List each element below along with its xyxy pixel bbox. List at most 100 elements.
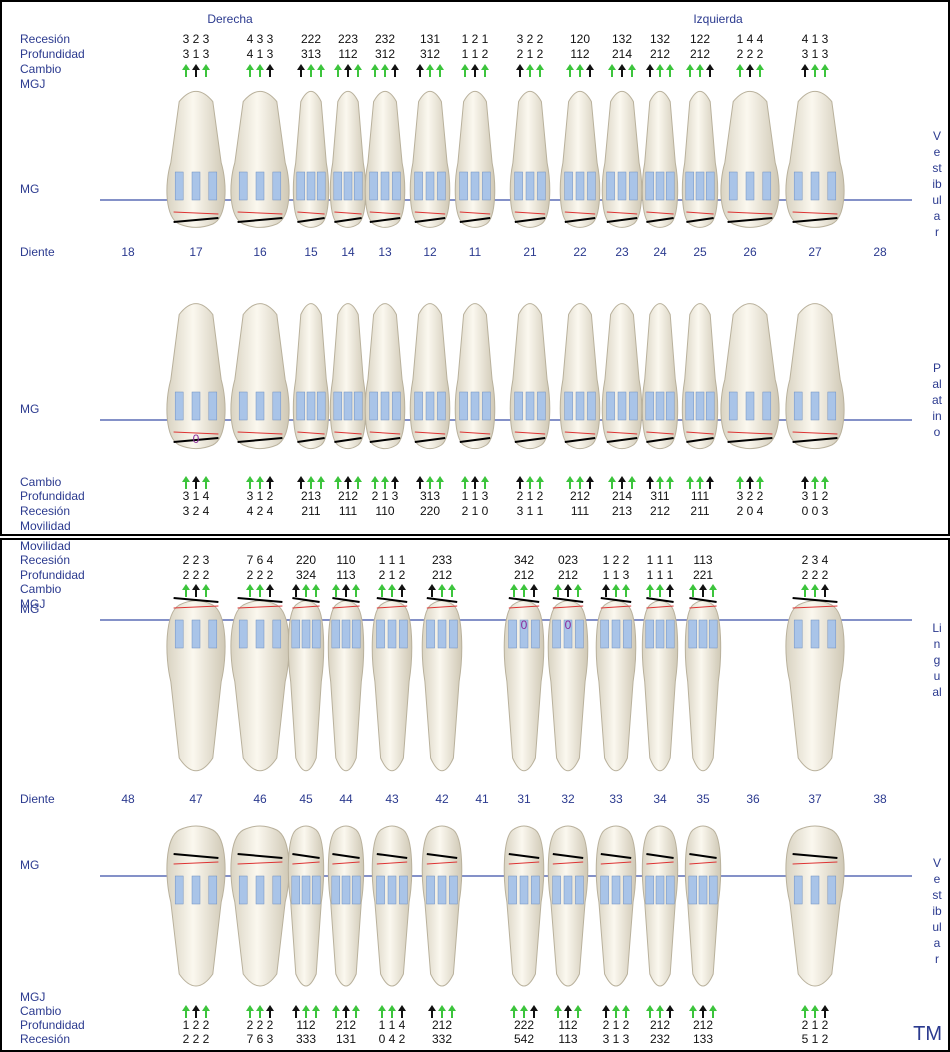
probe-bar xyxy=(449,875,458,905)
gum-level xyxy=(564,431,596,435)
row-label: Profundidad xyxy=(20,1018,85,1032)
change-arrow-head xyxy=(618,476,626,482)
gum-level xyxy=(564,217,596,223)
change-arrow-head xyxy=(192,476,200,482)
change-arrow-head xyxy=(709,584,717,590)
tooth xyxy=(327,825,365,987)
probe-bar xyxy=(482,171,491,201)
change-arrow-head xyxy=(471,476,479,482)
gum-level xyxy=(332,853,360,859)
change-arrow-head xyxy=(297,64,305,70)
gum-level xyxy=(686,211,714,215)
gum-level xyxy=(508,853,540,859)
gum-level xyxy=(689,597,717,603)
probe-bar xyxy=(272,875,282,905)
recession-value: 1 2 1 xyxy=(462,32,489,46)
depth-value: 2 1 2 xyxy=(517,47,544,61)
change-arrow-head xyxy=(378,1005,386,1011)
recession-value: 212 xyxy=(650,504,670,518)
gum-level xyxy=(426,853,458,859)
change-arrow-head xyxy=(266,476,274,482)
probe-bar xyxy=(380,391,390,421)
change-arrow-head xyxy=(297,476,305,482)
recession-value: 3 2 3 xyxy=(183,32,210,46)
change-arrow-head xyxy=(202,584,210,590)
probe-bar xyxy=(255,619,265,649)
probe-bar xyxy=(525,391,535,421)
probe-bar xyxy=(655,391,665,421)
recession-value: 132 xyxy=(612,32,632,46)
probe-bar xyxy=(728,391,738,421)
gum-level xyxy=(237,861,283,865)
tooth xyxy=(601,90,643,228)
depth-value: 212 xyxy=(432,1018,452,1032)
probe-bar xyxy=(665,391,675,421)
probe-bar xyxy=(606,171,615,201)
gum-level xyxy=(297,217,325,223)
probe-bar xyxy=(793,875,803,905)
gum-level xyxy=(414,211,446,215)
change-arrow-head xyxy=(536,476,544,482)
change-arrow-head xyxy=(756,64,764,70)
change-arrow-head xyxy=(646,476,654,482)
recession-value: 113 xyxy=(693,553,712,567)
gum-level xyxy=(414,431,446,435)
change-arrow-head xyxy=(618,64,626,70)
probe-bar xyxy=(208,619,218,649)
probe-bar xyxy=(655,875,665,905)
tooth xyxy=(409,303,451,450)
gum-level xyxy=(173,605,219,609)
probe-bar xyxy=(174,171,184,201)
tooth xyxy=(364,303,406,450)
recession-value: 220 xyxy=(420,504,440,518)
probe-bar xyxy=(376,875,385,905)
probe-bar xyxy=(606,391,615,421)
gum-level xyxy=(600,605,632,609)
probe-bar xyxy=(587,391,596,421)
probe-bar xyxy=(762,171,772,201)
probe-bar xyxy=(564,171,573,201)
gum-level xyxy=(727,217,773,223)
probe-bar xyxy=(399,875,408,905)
tooth xyxy=(681,303,719,450)
probe-bar xyxy=(508,619,517,649)
depth-value: 1 1 2 xyxy=(462,47,489,61)
mobility-value: 0 xyxy=(521,618,528,632)
probe-bar xyxy=(291,619,301,649)
gum-level xyxy=(792,861,838,865)
mobility-value: 0 xyxy=(565,618,572,632)
recession-value: 1 1 1 xyxy=(379,553,406,567)
tooth-number: 46 xyxy=(253,792,267,806)
recession-value: 222 xyxy=(301,32,321,46)
probe-bar xyxy=(470,171,480,201)
change-arrow-head xyxy=(699,1005,707,1011)
tooth-label: Diente xyxy=(20,792,55,806)
recession-value: 111 xyxy=(339,504,358,518)
tooth xyxy=(559,303,601,450)
gum-level xyxy=(508,861,540,865)
gum-level xyxy=(727,437,773,443)
gum-level xyxy=(600,597,632,603)
tooth xyxy=(454,90,496,228)
tooth-number: 21 xyxy=(523,245,537,259)
probe-bar xyxy=(708,619,718,649)
change-arrow-head xyxy=(612,584,620,590)
gum-level xyxy=(792,437,838,443)
tooth xyxy=(329,303,367,450)
recession-value: 4 3 3 xyxy=(247,32,274,46)
probe-bar xyxy=(827,391,837,421)
tooth xyxy=(454,303,496,450)
gum-level xyxy=(646,211,674,215)
probe-bar xyxy=(174,619,184,649)
probe-bar xyxy=(470,391,480,421)
tooth xyxy=(641,825,679,987)
change-arrow-head xyxy=(448,584,456,590)
depth-value: 2 1 2 xyxy=(603,1018,630,1032)
probe-bar xyxy=(611,875,621,905)
probe-bar xyxy=(291,875,301,905)
change-arrow-head xyxy=(398,584,406,590)
gum-level xyxy=(508,597,540,603)
recession-value: 232 xyxy=(375,32,395,46)
gum-level xyxy=(514,217,546,223)
gum-level xyxy=(792,853,838,859)
